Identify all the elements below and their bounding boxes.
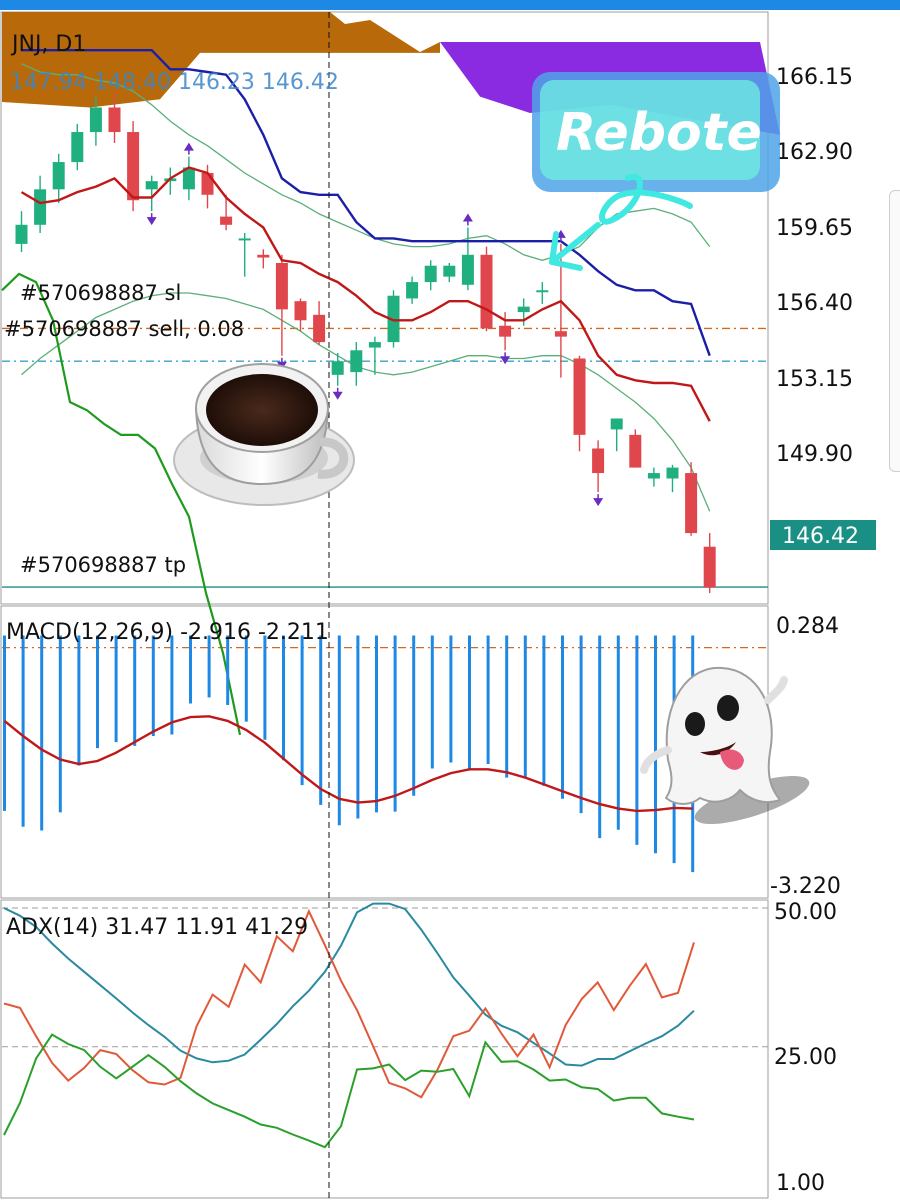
macd-tick: -3.220 [770,874,841,899]
ghost-arm-right [764,676,788,704]
adx-main-line [3,902,695,1067]
candle-bullish [350,350,363,373]
price-tick: 149.90 [776,442,853,467]
candle-bullish [461,254,474,285]
candle-bullish [536,290,549,293]
fractal-down-arrow [146,217,157,226]
rebote-squiggle [599,173,693,225]
candle-bullish [368,342,381,348]
ichimoku-cloud-bullish [2,12,440,108]
candle-bullish [89,107,102,133]
current-price-box [770,520,876,550]
ghost-shadow [694,776,810,824]
ghost-eye-right [717,695,739,721]
candle-bearish [629,434,642,468]
candle-bearish [201,172,214,195]
adx-plus-di-line [3,908,695,1099]
chikou-span-line [1,272,242,736]
adx-header: ADX(14) 31.47 11.91 41.29 [6,915,308,940]
top-status-bar [0,0,900,10]
macd-tick: 0.284 [776,614,839,639]
candle-bullish [182,167,195,190]
price-axis: 166.15 162.90 159.65 156.40 153.15 149.9… [776,65,853,467]
price-tick: 156.40 [776,291,853,316]
current-price-label: 146.42 [782,524,859,549]
ghost-eye-left [685,712,705,736]
ghost-tongue [720,749,744,770]
candle-bullish [52,162,65,190]
adx-tick: 25.00 [774,1045,837,1070]
rebote-annotation: Rebote [532,72,780,271]
candle-bearish [220,216,233,225]
macd-panel [3,635,695,873]
candle-bullish [238,238,251,241]
candle-bearish [554,331,567,337]
candle-bullish [331,361,344,375]
candle-bearish [480,254,493,329]
ghost-arm-left [640,746,672,774]
candle-bearish [703,546,716,588]
ghost-mouth [700,742,736,756]
candle-bearish [275,262,288,310]
price-tick: 166.15 [776,65,853,90]
price-tick: 153.15 [776,367,853,392]
candle-bullish [71,132,84,163]
candle-bearish [573,358,586,435]
candle-bullish [424,265,437,283]
adx-panel-frame [0,899,769,1199]
candle-bullish [387,295,400,343]
candle-bullish [34,189,47,225]
candle-bullish [517,306,530,313]
ghost-body [664,666,782,805]
slow-ma-line [21,49,711,357]
macd-header: MACD(12,26,9) -2.916 -2.211 [6,620,329,645]
rebote-arrow-shaft [549,222,601,265]
candle-bullish [610,418,623,430]
candle-bearish [294,301,307,321]
fractal-down-arrow [593,498,604,507]
symbol-header: JNJ, D1 [10,32,86,57]
candle-bearish [592,448,605,474]
candle-bullish [443,265,456,277]
candle-bullish [406,282,419,299]
ohlc-readout: 147.94 148.40 146.23 146.42 [10,70,339,95]
candle-bearish [685,473,698,534]
main-panel-frame [0,11,769,605]
sell-order-label: #570698887 sell, 0.08 [4,317,244,341]
candle-bearish [499,325,512,337]
coffee [206,374,318,446]
lower-band-line [21,292,711,512]
candle-bearish [257,254,270,258]
candle-bearish [108,107,121,133]
cup-handle [317,437,349,479]
adx-minus-di-line [3,1033,695,1149]
adx-tick: 1.00 [776,1171,825,1196]
macd-signal-line [3,715,693,813]
side-panel-handle[interactable] [889,190,900,472]
adx-tick: 50.00 [774,900,837,925]
rebote-glow [540,80,760,180]
candle-bullish [145,181,158,190]
stop-loss-label: #570698887 sl [20,281,181,305]
fast-ma-line [20,166,711,422]
price-tick: 162.90 [776,140,853,165]
fractal-down-arrow [332,391,343,400]
candle-bullish [666,467,679,479]
candle-bearish [127,132,140,201]
ghost-sticker [640,666,810,824]
fractal-down-arrow [500,356,511,365]
rebote-text: Rebote [556,103,762,163]
rebote-arrow-head [549,231,583,271]
take-profit-label: #570698887 tp [20,553,186,577]
candle-bullish [647,473,660,479]
candle-bullish [15,224,28,244]
candle-bearish [313,314,326,343]
fractal-up-arrow [183,142,194,151]
price-tick: 159.65 [776,216,853,241]
adx-panel [2,902,768,1149]
coffee-cup-sticker [173,363,355,506]
fractal-up-arrow [462,213,473,222]
